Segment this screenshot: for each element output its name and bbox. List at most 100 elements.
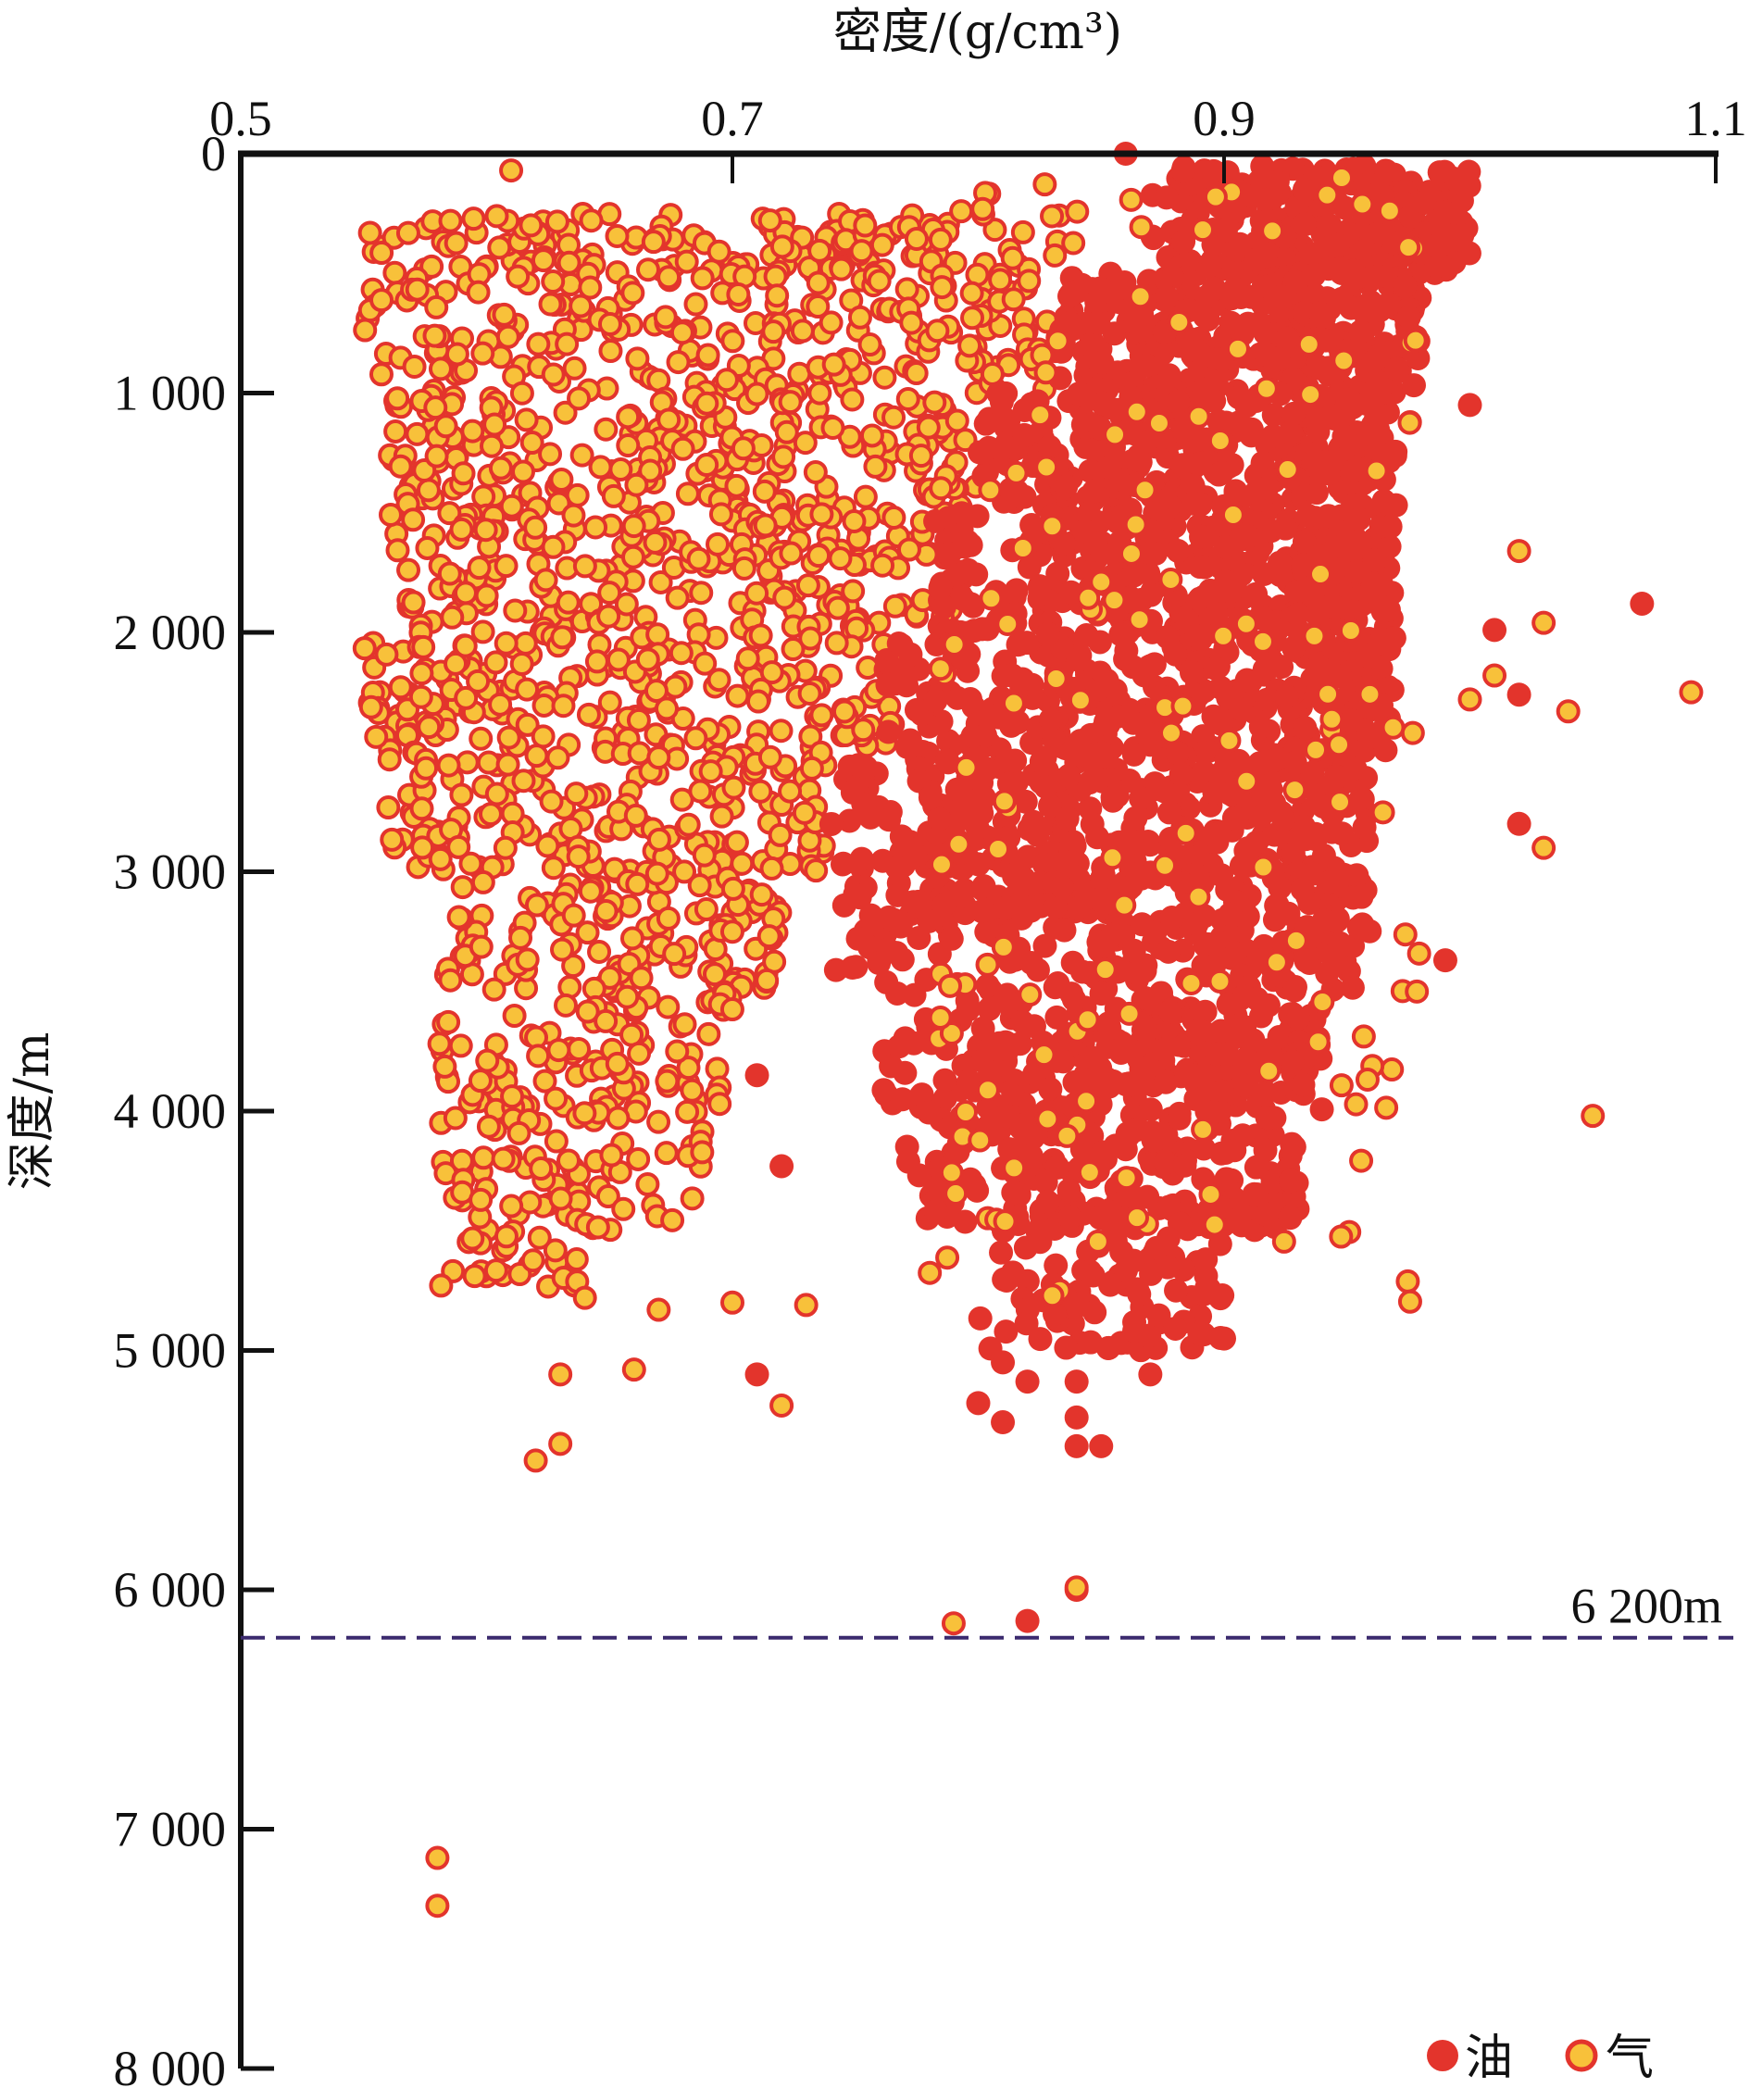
gas-point [515,947,540,972]
gas-point [401,590,426,615]
oil-point [1066,647,1091,672]
gas-point [544,1129,569,1154]
gas-point [556,1148,581,1173]
gas-point [840,387,865,412]
oil-point [1069,959,1094,984]
gas-point [470,619,495,644]
gas-point [515,677,540,702]
y-tick-label: 0 [201,126,226,181]
oil-point [831,851,856,876]
gas-point [544,1086,569,1111]
oil-point [897,728,922,753]
gas-point [621,1357,646,1382]
gas-point [529,1156,554,1181]
oil-point [1343,458,1368,483]
gas-point [1028,403,1053,428]
gas-point [369,362,394,387]
gas-point [410,835,435,860]
x-tick-label: 0.9 [1193,91,1256,146]
gas-point [853,213,878,238]
gas-point [1186,404,1211,429]
oil-point [1187,1321,1212,1346]
oil-point [1328,664,1353,689]
gas-point [656,994,681,1019]
oil-point [1275,326,1300,351]
gas-point [1077,1160,1102,1185]
oil-point [1274,684,1299,709]
gas-point [1167,309,1192,334]
gas-point [576,702,601,727]
gas-point [1234,769,1259,794]
gas-point [409,796,434,821]
oil-point [867,951,892,976]
gas-point [527,1225,552,1250]
oil-point [1022,1061,1047,1086]
gas-point [708,502,733,527]
gas-point [706,668,731,693]
gas-point [449,782,474,807]
oil-point [1055,806,1080,831]
gas-point [469,934,494,959]
gas-point [859,423,884,448]
oil-point [1044,894,1069,919]
oil-point [895,1149,920,1174]
oil-point [902,982,927,1007]
oil-point [1126,1117,1151,1142]
gas-point [495,324,520,349]
gas-point [755,968,780,993]
gas-point [566,844,591,869]
gas-point [666,350,691,375]
oil-point [1258,777,1283,802]
gas-point [1018,982,1043,1007]
gas-point [575,999,600,1024]
oil-point [1020,809,1045,834]
gas-point [1017,269,1042,294]
gas-point [1254,376,1279,401]
oil-point [1172,1153,1197,1178]
gas-point [654,1141,679,1166]
gas-point [444,231,469,256]
oil-point [1325,232,1350,257]
gas-point [358,694,383,719]
gas-point [1220,502,1245,527]
gas-point [470,869,495,894]
gas-point [881,505,906,530]
oil-point [951,587,976,612]
gas-point [481,977,506,1002]
gas-point [538,442,563,467]
gas-point [471,484,496,509]
gas-point [672,1012,697,1037]
gas-point [462,1264,487,1289]
oil-point [1014,1311,1039,1336]
gas-point [1327,732,1352,757]
oil-point [1156,800,1181,825]
gas-point [1207,429,1232,454]
gas-point [1377,198,1402,223]
oil-point [1148,777,1173,802]
oil-point [1028,1230,1053,1255]
oil-point [1254,187,1279,212]
oil-point [1111,1032,1136,1057]
oil-point [1239,284,1264,309]
gas-point [508,925,533,950]
gas-point [506,264,531,289]
oil-point [1164,1278,1189,1303]
oil-point [1204,602,1229,627]
gas-point [1198,1181,1223,1206]
gas-point [488,456,513,481]
oil-point [949,501,974,526]
gas-point [744,381,769,406]
oil-point [1206,409,1231,434]
gas-point [1298,382,1323,407]
gas-point [369,288,394,313]
oil-point [1233,1073,1258,1098]
oil-point [949,883,974,908]
gas-point [1531,610,1556,635]
oil-point [1010,667,1035,692]
gas-point [847,305,872,330]
gas-point [1396,235,1421,260]
gas-point [1128,284,1153,309]
oil-point [1091,1140,1116,1165]
oil-point [1003,748,1028,773]
oil-point [966,1391,991,1416]
